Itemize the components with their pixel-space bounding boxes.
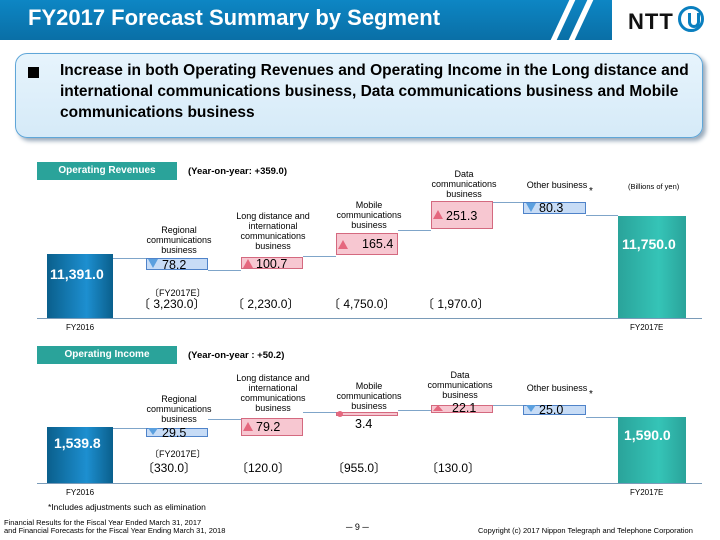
connector-line [586, 215, 618, 216]
connector-line [398, 230, 431, 231]
copyright: Copyright (c) 2017 Nippon Telegraph and … [478, 526, 693, 535]
segment-change: 79.2 [256, 420, 281, 434]
segment-change: 25.0 [539, 403, 564, 417]
revenues-fy2016-bar [47, 254, 113, 318]
down-arrow-icon [148, 428, 158, 435]
decrease-step [146, 428, 208, 437]
connector-line [586, 417, 618, 418]
operating-revenues-label: Operating Revenues [37, 162, 177, 180]
segment-name: Data communications business [431, 169, 497, 199]
segment-forecast: 〔120.0〕 [236, 461, 291, 475]
connector-line [493, 405, 523, 406]
segment-name: Long distance and international communic… [236, 211, 310, 251]
decrease-step [146, 258, 208, 270]
income-end-label: FY2017E [630, 488, 664, 497]
up-arrow-icon [433, 405, 443, 411]
revenues-fy2016-value: 11,391.0 [50, 266, 104, 282]
footnote: *Includes adjustments such as eliminatio… [48, 502, 206, 512]
connector-line [303, 256, 336, 257]
segment-forecast: 〔130.0〕 [426, 461, 481, 475]
increase-step [241, 418, 303, 436]
revenues-axis [37, 318, 702, 319]
ntt-logo-text: NTT [628, 9, 674, 34]
revenues-fy2017e-bar [618, 216, 686, 318]
increase-step [431, 201, 493, 229]
footnote-asterisk: * [589, 389, 593, 400]
segment-forecast: 〔 1,970.0〕 [422, 297, 490, 311]
segment-change: 78.2 [162, 258, 187, 272]
header-banner [0, 0, 612, 40]
up-arrow-icon [338, 240, 348, 249]
revenues-fy2017e-value: 11,750.0 [622, 236, 676, 252]
segment-name: Mobile communications business [336, 381, 402, 411]
connector-line [208, 270, 241, 271]
income-yoy: (Year-on-year : +50.2) [188, 350, 285, 361]
segment-forecast: 〔955.0〕 [332, 461, 387, 475]
segment-change: 100.7 [256, 257, 288, 271]
unit-note: (Billions of yen) [628, 182, 680, 191]
segment-change: 80.3 [539, 201, 564, 215]
decrease-step [523, 405, 586, 415]
segment-name: Other business [526, 180, 588, 190]
connector-line [208, 419, 241, 420]
decrease-step [523, 202, 586, 214]
down-arrow-icon [526, 405, 536, 412]
segment-change: 251.3 [446, 209, 478, 223]
revenues-start-label: FY2016 [66, 323, 95, 332]
increase-step [336, 233, 398, 255]
income-fy2017e-value: 1,590.0 [624, 427, 671, 443]
page-number: ─ 9 ─ [346, 522, 369, 532]
footer-line2: and Financial Forecasts for the Fiscal Y… [4, 526, 226, 535]
segment-name: Other business [526, 383, 588, 393]
up-arrow-icon [337, 411, 343, 417]
summary-box [15, 53, 703, 138]
square-bullet-icon [28, 67, 39, 78]
connector-line [398, 410, 431, 411]
income-fy2016-bar [47, 427, 113, 483]
segment-name: Regional communications business [146, 225, 212, 255]
segment-forecast: 〔 2,230.0〕 [232, 297, 300, 311]
up-arrow-icon [243, 259, 253, 268]
segment-name: Regional communications business [146, 394, 212, 424]
operating-income-label: Operating Income [37, 346, 177, 364]
up-arrow-icon [433, 210, 443, 219]
segment-name: Long distance and international communic… [236, 373, 310, 413]
down-arrow-icon [148, 259, 158, 268]
segment-forecast: 〔 4,750.0〕 [328, 297, 396, 311]
connector-line [113, 428, 146, 429]
increase-step [241, 257, 303, 269]
fy2017e-tag: 〔FY2017E〕 [150, 449, 206, 459]
up-arrow-icon [243, 422, 253, 431]
connector-line [113, 258, 146, 259]
connector-line [303, 412, 336, 413]
footer-line1: Financial Results for the Fiscal Year En… [4, 518, 202, 527]
income-fy2016-value: 1,539.8 [54, 435, 101, 451]
segment-name: Data communications business [427, 370, 493, 400]
down-arrow-icon [526, 203, 536, 212]
income-axis [37, 483, 702, 484]
segment-forecast: 〔330.0〕 [142, 461, 197, 475]
increase-step [431, 405, 493, 413]
page-title: FY2017 Forecast Summary by Segment [28, 5, 441, 30]
segment-name: Mobile communications business [336, 200, 402, 230]
ntt-logo-icon [678, 6, 704, 32]
footnote-asterisk: * [589, 186, 593, 197]
increase-step [336, 412, 398, 416]
summary-text: Increase in both Operating Revenues and … [60, 62, 689, 121]
segment-change: 165.4 [362, 237, 394, 251]
income-fy2017e-bar [618, 417, 686, 483]
revenues-yoy: (Year-on-year: +359.0) [188, 166, 288, 177]
revenues-end-label: FY2017E [630, 323, 664, 332]
segment-change: 22.1 [452, 401, 477, 415]
fy2017e-tag: 〔FY2017E〕 [150, 288, 206, 298]
segment-change: 3.4 [355, 417, 373, 431]
segment-change: 29.5 [162, 426, 187, 440]
income-start-label: FY2016 [66, 488, 95, 497]
connector-line [493, 202, 523, 203]
segment-forecast: 〔 3,230.0〕 [138, 297, 206, 311]
